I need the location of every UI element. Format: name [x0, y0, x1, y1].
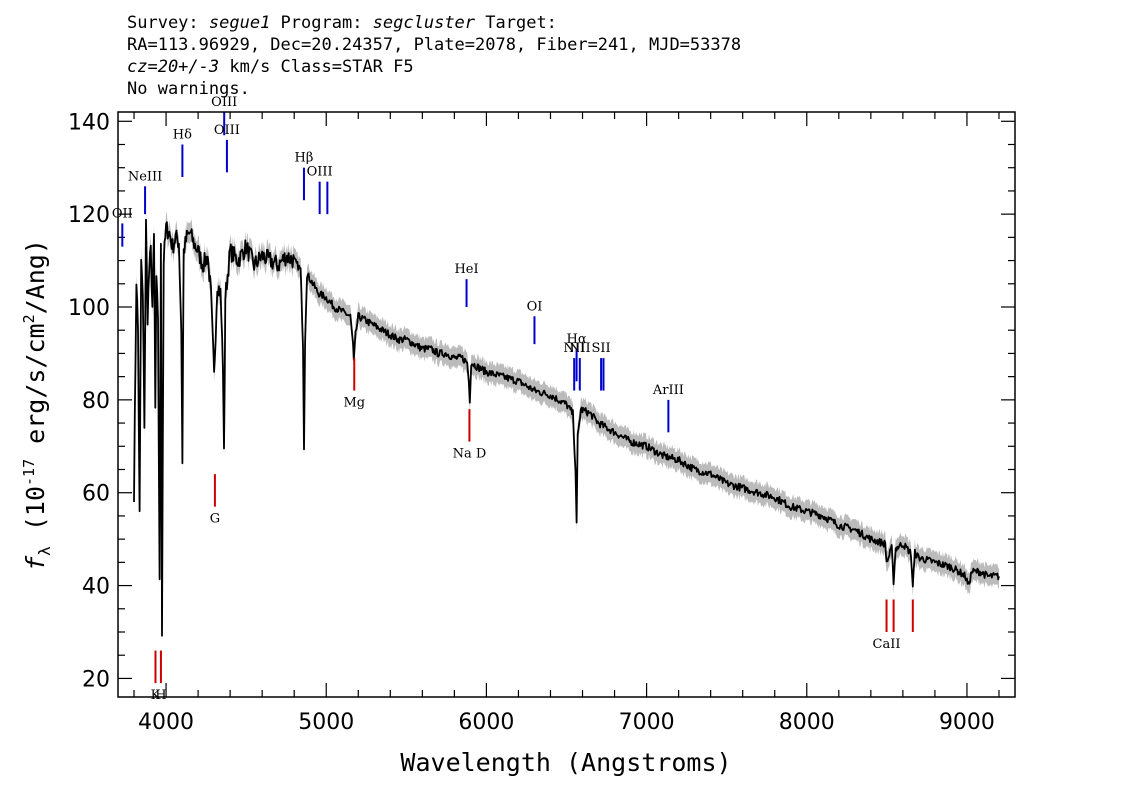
flux-line: [133, 218, 1000, 637]
y-tick-label: 120: [68, 203, 110, 228]
spectral-line-label: CaII: [873, 637, 901, 652]
error-band: [134, 209, 999, 646]
target-label: Target:: [475, 13, 557, 33]
spectral-line-label: OIII: [211, 95, 237, 110]
program-label: Program:: [270, 13, 373, 33]
spectral-line-label: OI: [527, 299, 543, 314]
spectral-line-label: NII: [563, 341, 585, 356]
spectral-line-label: H: [155, 688, 166, 703]
survey-value: segue1: [208, 13, 271, 33]
y-tick-label: 60: [82, 482, 110, 507]
y-axis-exp: -17: [20, 459, 38, 486]
spectral-line-label: Mg: [343, 396, 365, 411]
y-axis-exp2: 2: [20, 314, 38, 323]
spectral-line-label: ArIII: [652, 383, 684, 398]
x-tick-label: 7000: [619, 710, 675, 735]
spectrum-header: Survey: segue1 Program: segcluster Targe…: [127, 12, 741, 100]
spectral-line-label: NII: [569, 341, 591, 356]
spectral-line-label: G: [210, 512, 220, 527]
y-axis-f: f: [21, 555, 50, 571]
y-axis-lambda: λ: [35, 546, 54, 556]
spectral-line-label: OIII: [214, 123, 240, 138]
x-tick-label: 5000: [298, 710, 354, 735]
program-value: segcluster: [372, 13, 476, 33]
x-axis-title: Wavelength (Angstroms): [400, 748, 731, 777]
y-tick-label: 100: [68, 296, 110, 321]
x-tick-label: 4000: [138, 710, 194, 735]
spectral-line-label: SII: [592, 341, 611, 356]
flux-error-band: [134, 209, 999, 646]
flux-series: [133, 218, 1000, 637]
survey-label: Survey:: [127, 13, 209, 33]
redshift-value: cz=20+/-3: [127, 57, 220, 77]
class-text: km/s Class=STAR F5: [219, 57, 414, 77]
spectral-line-label: Na D: [453, 447, 487, 462]
coordinates-line: RA=113.96929, Dec=20.24357, Plate=2078, …: [127, 35, 742, 55]
spectral-line-label: Hδ: [173, 128, 192, 143]
y-tick-label: 140: [68, 110, 110, 135]
spectral-line-label: Hβ: [295, 151, 314, 166]
spectral-line-label: NeIII: [128, 169, 162, 184]
spectral-line-label: Hα: [567, 332, 587, 347]
x-tick-label: 8000: [779, 710, 835, 735]
plot-frame: [117, 111, 1016, 698]
spectral-line-label: HeI: [454, 262, 478, 277]
y-axis-part1: (10: [21, 486, 50, 546]
axis-ticks: [118, 112, 1015, 697]
spectral-line-label: OIII: [307, 165, 333, 180]
spectral-line-label: K: [151, 688, 161, 703]
y-axis-title: fλ (10-17 erg/s/cm2/Ang): [20, 239, 54, 571]
x-tick-label: 6000: [458, 710, 514, 735]
y-axis-part2: erg/s/cm: [21, 323, 50, 458]
y-tick-label: 20: [82, 667, 110, 692]
spectral-line-label: OII: [112, 206, 133, 221]
x-tick-label: 9000: [939, 710, 995, 735]
y-axis-part3: /Ang): [21, 239, 50, 314]
warnings-text: No warnings.: [127, 79, 250, 99]
y-tick-label: 40: [82, 575, 110, 600]
y-tick-label: 80: [82, 389, 110, 414]
tick-labels: 4000 5000 6000 7000 8000 9000 20 40 60 80 100 120 14…: [68, 110, 995, 735]
